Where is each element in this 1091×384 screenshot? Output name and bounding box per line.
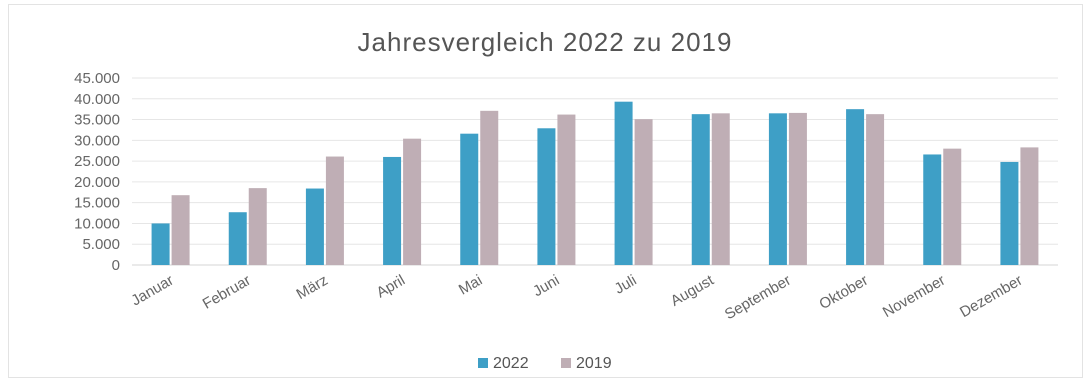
bar-2019-juli xyxy=(634,119,653,265)
bar-2022-juli xyxy=(614,101,633,265)
bar-2022-mai xyxy=(460,133,479,265)
y-tick-label: 45.000 xyxy=(74,70,120,87)
x-tick-label: Mai xyxy=(456,272,485,299)
y-tick-label: 20.000 xyxy=(74,174,120,191)
y-tick-label: 25.000 xyxy=(74,153,120,170)
y-tick-label: 40.000 xyxy=(74,91,120,108)
bar-2019-mai xyxy=(480,110,499,265)
bar-2022-märz xyxy=(305,188,324,265)
y-axis: 45.000 40.000 35.000 30.000 25.000 20.000 15.0… xyxy=(74,70,120,274)
x-tick-label: Juli xyxy=(612,272,640,298)
bar-2022-september xyxy=(768,113,787,265)
bars xyxy=(151,101,1039,266)
bar-2019-august xyxy=(711,113,730,265)
y-tick-label: 10.000 xyxy=(74,215,120,232)
x-axis: Januar Februar März April Mai Juni Juli August S… xyxy=(128,271,1025,323)
gridlines xyxy=(132,77,1058,266)
bar-2019-dezember xyxy=(1020,147,1039,265)
x-tick-label: August xyxy=(668,271,718,309)
bar-2022-dezember xyxy=(1000,161,1019,265)
bar-2022-november xyxy=(923,154,942,265)
bar-2019-januar xyxy=(171,195,190,265)
bar-2022-januar xyxy=(151,223,170,265)
bar-2022-februar xyxy=(228,212,247,265)
x-tick-label: März xyxy=(294,272,331,303)
legend-label: 2019 xyxy=(576,355,612,372)
bar-2022-juni xyxy=(537,128,556,265)
x-tick-label: April xyxy=(374,272,408,302)
bar-2022-august xyxy=(691,114,710,265)
x-tick-label: November xyxy=(880,272,948,321)
bar-2019-oktober xyxy=(866,114,885,265)
bar-2019-september xyxy=(788,112,807,265)
legend-label: 2022 xyxy=(493,355,529,372)
legend: 2022 2019 xyxy=(478,355,612,372)
bar-2022-april xyxy=(383,156,402,265)
x-tick-label: September xyxy=(722,272,794,323)
legend-swatch-2019 xyxy=(561,358,571,368)
legend-swatch-2022 xyxy=(478,358,488,368)
bar-2019-juni xyxy=(557,114,576,266)
y-tick-label: 0 xyxy=(112,257,120,274)
x-tick-label: Juni xyxy=(530,272,562,300)
bar-2019-februar xyxy=(248,188,267,265)
x-tick-label: Januar xyxy=(128,272,176,310)
bar-2019-november xyxy=(943,148,962,265)
x-tick-label: Oktober xyxy=(816,272,871,313)
x-tick-label: Februar xyxy=(200,272,254,313)
y-tick-label: 30.000 xyxy=(74,132,120,149)
chart-frame xyxy=(8,4,1083,378)
y-tick-label: 15.000 xyxy=(74,195,120,212)
chart-title: Jahresvergleich 2022 zu 2019 xyxy=(358,27,733,57)
y-tick-label: 5.000 xyxy=(82,236,120,253)
bar-2019-april xyxy=(403,138,422,265)
x-tick-label: Dezember xyxy=(957,272,1025,321)
bar-2022-oktober xyxy=(846,109,865,266)
bar-2019-märz xyxy=(325,156,344,265)
y-tick-label: 35.000 xyxy=(74,112,120,129)
